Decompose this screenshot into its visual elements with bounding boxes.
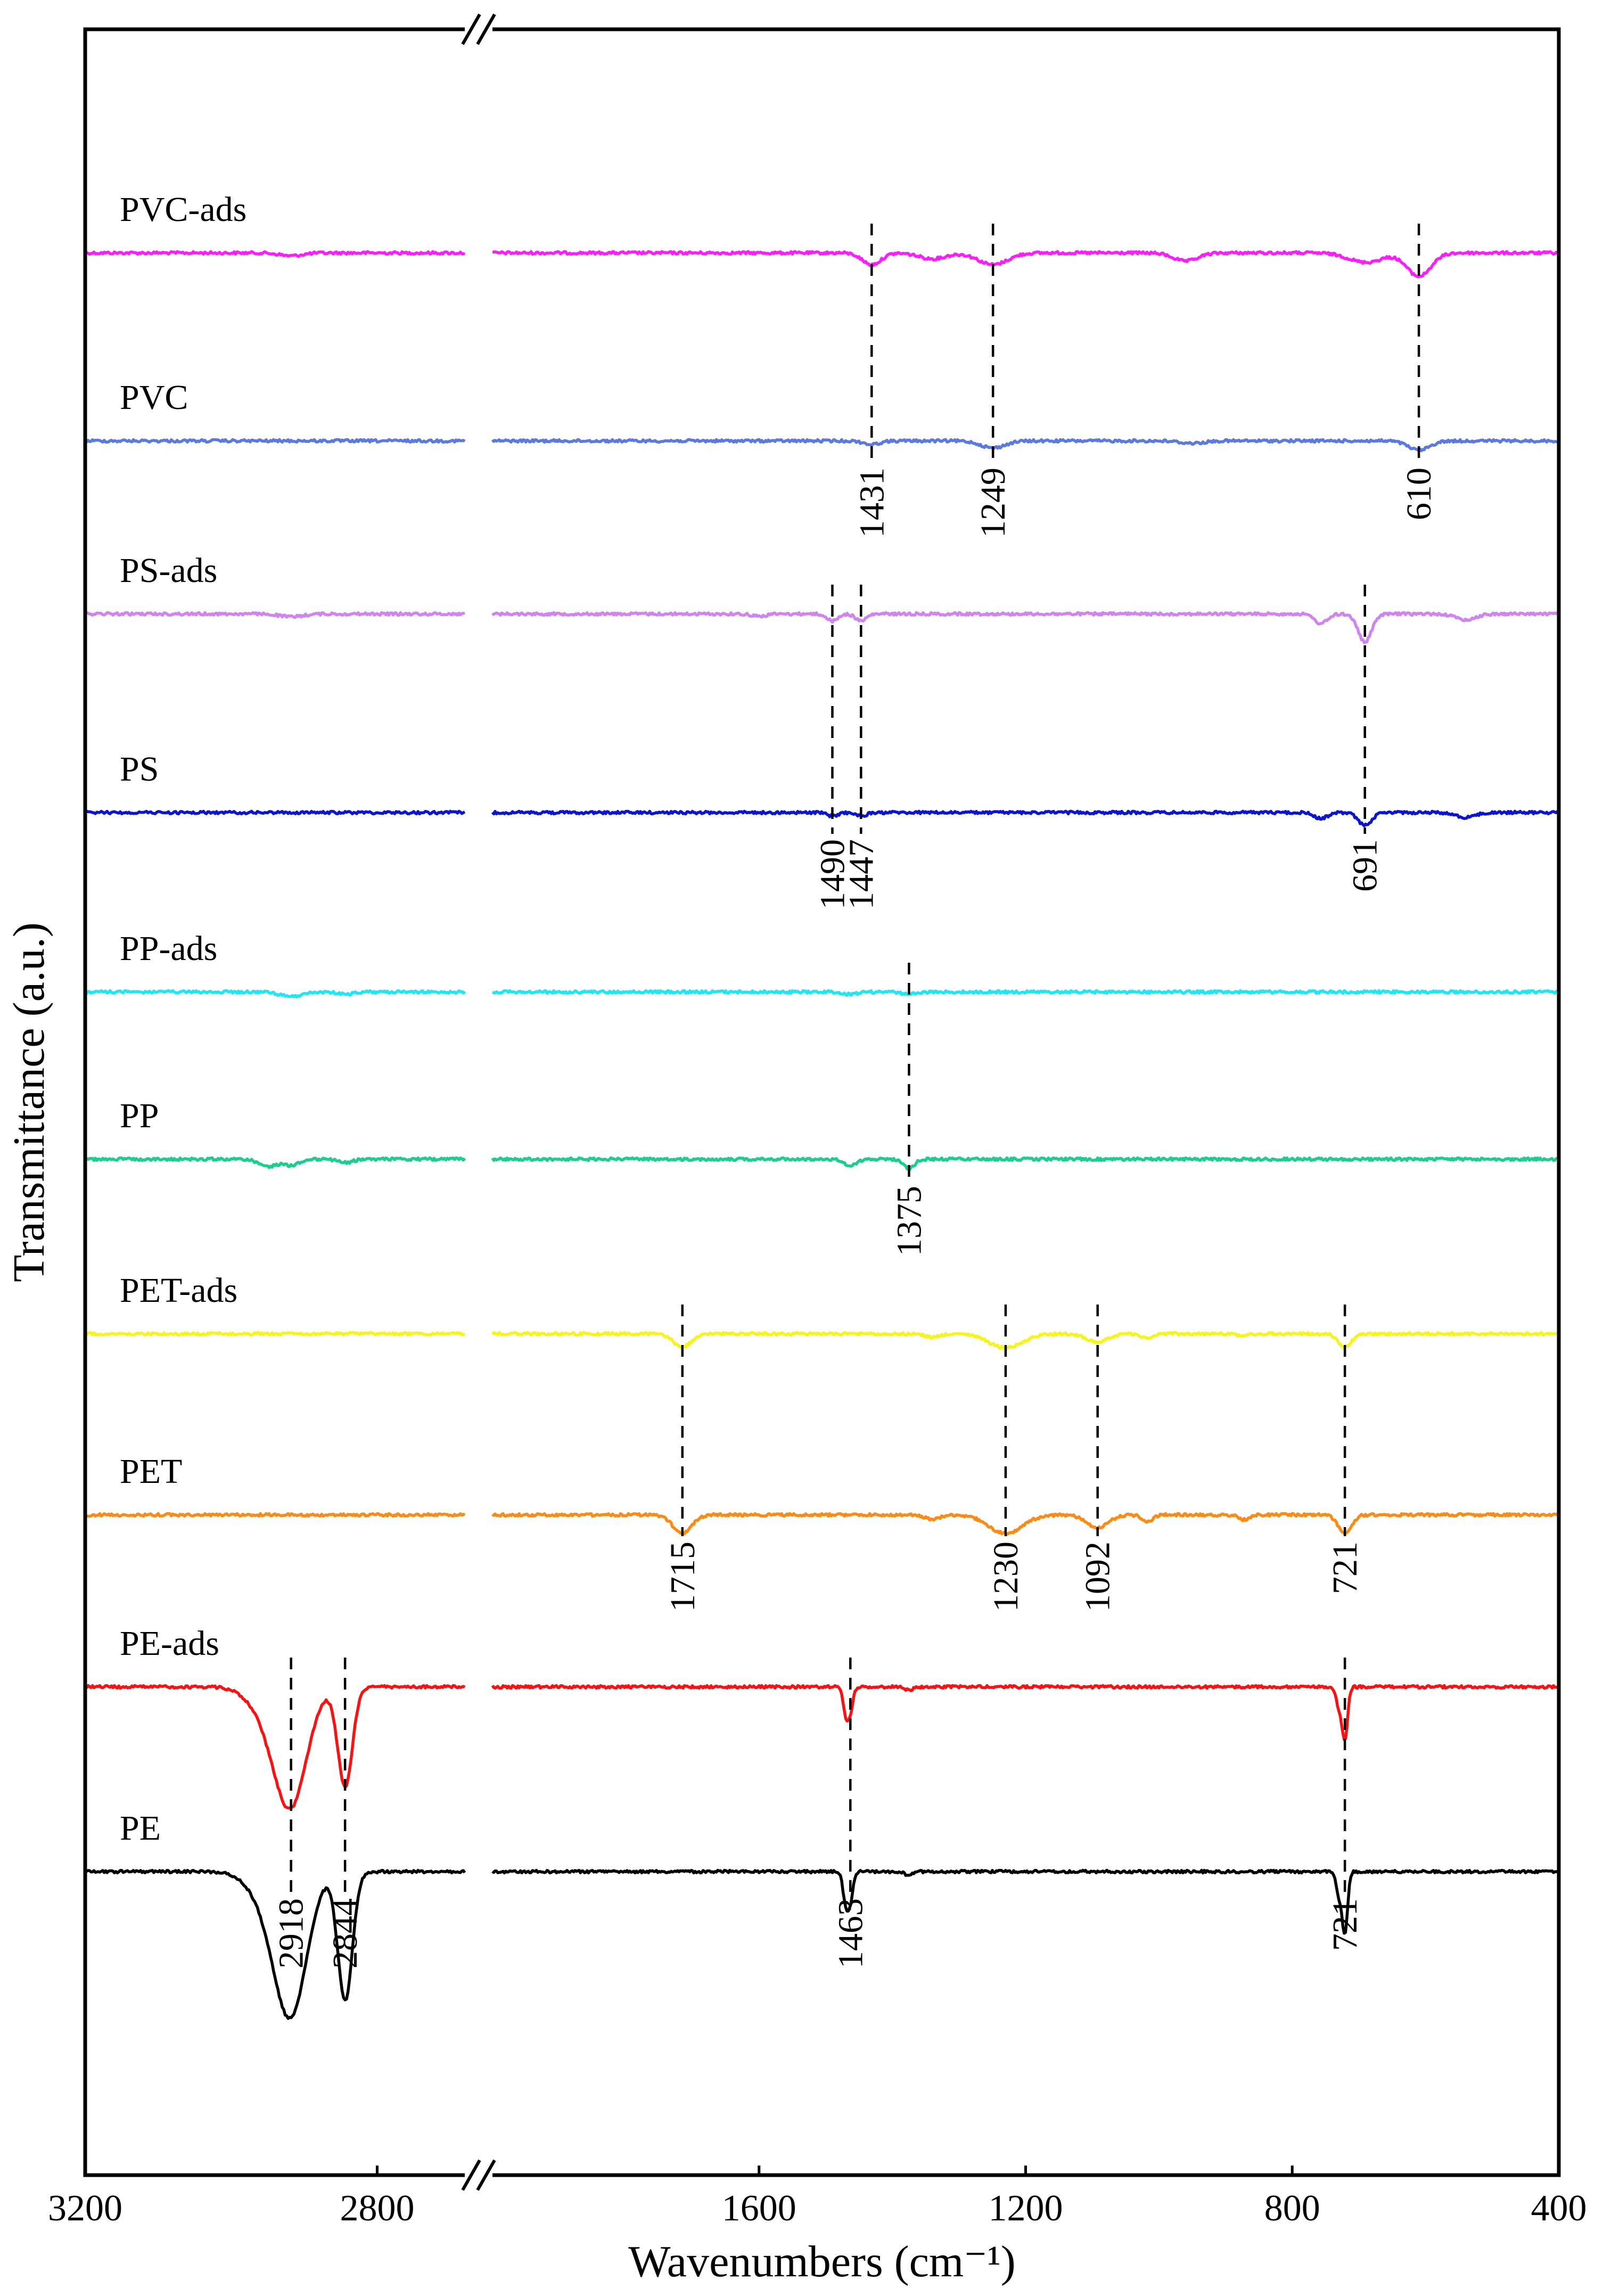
axis-break-slash — [461, 13, 481, 45]
x-axis-label: Wavenumbers (cm⁻¹) — [628, 2237, 1016, 2286]
series-label: PP — [120, 1096, 159, 1135]
peak-label: 2918 — [272, 1898, 311, 1969]
series-label: PS-ads — [120, 551, 217, 590]
series-layer: PVC-ads PVC PS-ads PS PP-ads PP PET-ads PET PE-a… — [84, 190, 1560, 2020]
peak-marker: 1230 — [987, 1305, 1025, 1612]
peak-label: 1249 — [974, 468, 1013, 538]
series-line — [84, 250, 465, 258]
peak-label: 1092 — [1079, 1541, 1117, 1612]
series-line — [84, 1156, 466, 1169]
peak-label: 1463 — [831, 1898, 870, 1969]
series-pe: PE — [84, 1809, 1560, 2020]
peak-marker: 1431 — [852, 224, 891, 538]
series-label: PVC — [120, 378, 188, 417]
peak-label: 1715 — [663, 1541, 702, 1612]
series-ps: PS — [84, 750, 1560, 827]
series-line — [491, 1331, 1559, 1351]
series-line — [84, 438, 466, 444]
axis-break-bottom — [461, 2159, 496, 2191]
peak-label: 1447 — [842, 839, 881, 909]
peak-marker: 721 — [1326, 1305, 1364, 1594]
peak-marker: 2844 — [326, 1658, 365, 1969]
x-tick-label: 400 — [1531, 2188, 1587, 2229]
series-line — [491, 1868, 1560, 1935]
series-line — [85, 989, 466, 998]
series-line — [491, 611, 1560, 644]
axis-break-slash — [461, 2159, 481, 2191]
series-line — [84, 1684, 466, 1810]
peak-marker: 610 — [1400, 224, 1438, 520]
series-line — [85, 1512, 465, 1518]
axis-break-slash — [476, 2159, 496, 2191]
series-label: PP-ads — [120, 929, 217, 968]
series-line — [85, 611, 465, 619]
axis-break-slash — [476, 13, 496, 45]
x-tick-label: 1600 — [722, 2188, 796, 2229]
series-line — [84, 809, 466, 816]
peak-label: 610 — [1400, 468, 1438, 520]
peak-label: 1431 — [852, 468, 891, 538]
x-tick-label: 3200 — [48, 2188, 122, 2229]
x-tick-label: 800 — [1264, 2188, 1320, 2229]
series-line — [491, 809, 1560, 827]
series-line — [491, 438, 1560, 453]
y-axis-label: Transmittance (a.u.) — [4, 922, 54, 1282]
peak-marker: 1375 — [890, 963, 928, 1256]
peak-marker: 721 — [1326, 1658, 1364, 1951]
peak-marker: 1715 — [663, 1305, 702, 1612]
series-ps-ads: PS-ads — [85, 551, 1560, 644]
axis-break-layer — [461, 13, 496, 2191]
peak-marker: 1092 — [1079, 1305, 1117, 1612]
tick-layer: 3200 2800 1600 1200 800 400 — [48, 2166, 1587, 2229]
peak-marker: 1249 — [974, 224, 1013, 538]
series-label: PE-ads — [120, 1624, 219, 1663]
peak-label: 1490 — [813, 839, 852, 909]
series-pvc-ads: PVC-ads — [84, 190, 1560, 278]
series-label: PET — [120, 1452, 182, 1491]
series-pet: PET — [85, 1452, 1560, 1536]
peak-marker: 1490 — [813, 585, 852, 909]
series-pet-ads: PET-ads — [84, 1271, 1559, 1351]
plot-frame — [83, 27, 1561, 2177]
series-line — [491, 1156, 1559, 1171]
series-pvc: PVC — [84, 378, 1560, 453]
peak-label: 691 — [1346, 839, 1385, 892]
peak-label: 1230 — [987, 1541, 1025, 1612]
series-line — [84, 1331, 465, 1337]
series-line — [491, 1684, 1560, 1741]
series-pe-ads: PE-ads — [84, 1624, 1560, 1810]
peak-label: 721 — [1326, 1898, 1364, 1951]
series-line — [84, 1868, 466, 2020]
peak-label: 1375 — [890, 1186, 928, 1256]
series-label: PE — [120, 1809, 161, 1848]
series-line — [491, 1512, 1560, 1536]
peak-marker: 1447 — [842, 585, 881, 909]
series-label: PS — [120, 750, 159, 789]
peak-label: 2844 — [326, 1898, 365, 1969]
series-line — [492, 250, 1560, 278]
peak-marker: 691 — [1346, 585, 1385, 892]
series-label: PVC-ads — [120, 190, 246, 229]
axis-break-top — [461, 13, 496, 45]
x-tick-label: 1200 — [989, 2188, 1063, 2229]
series-line — [492, 989, 1560, 997]
peak-marker: 1463 — [831, 1658, 870, 1969]
axis-layer — [83, 27, 1561, 2177]
series-pp: PP — [84, 1096, 1559, 1171]
x-tick-label: 2800 — [340, 2188, 414, 2229]
series-label: PET-ads — [120, 1271, 237, 1310]
peak-marker: 2918 — [272, 1658, 311, 1969]
series-pp-ads: PP-ads — [85, 929, 1560, 998]
peak-label: 721 — [1326, 1541, 1364, 1594]
